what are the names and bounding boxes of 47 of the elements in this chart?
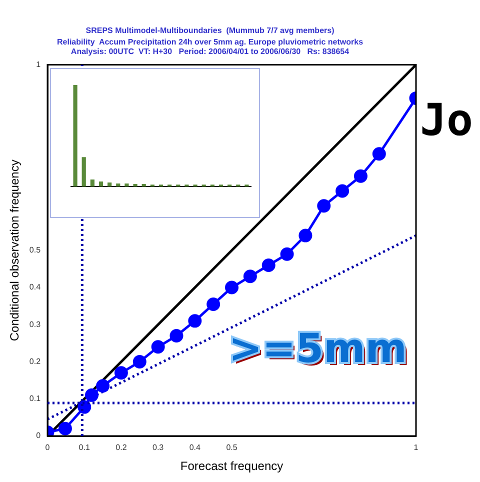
x-tick-label: 0.5 — [226, 443, 238, 452]
text: Jo — [420, 94, 473, 146]
y-tick-label: 0.3 — [29, 320, 42, 329]
bar — [98, 181, 103, 186]
point — [317, 199, 331, 213]
bar — [124, 183, 128, 186]
point — [96, 379, 110, 393]
point — [206, 297, 220, 311]
point — [151, 340, 165, 354]
point — [354, 169, 368, 183]
x-tick-label: 0.4 — [189, 443, 202, 452]
y-axis-title: Conditional observation frequency — [8, 160, 22, 342]
point — [280, 247, 294, 261]
point — [243, 270, 257, 284]
point — [262, 258, 276, 272]
chart-subtitle: Reliability Accum Precipitation 24h over 5mm ag. Europe pluviometric networks Analysis: 00UTC VT: H+30 Period: 2006/04/01 to 2006/06/30 Rs: 838654 — [56, 38, 364, 56]
annotation: >=5mm — [232, 328, 410, 375]
x-tick-label: 0.1 — [78, 443, 90, 452]
x-tick-label: 0 — [45, 443, 50, 452]
x-axis-title: Forecast frequency — [180, 459, 284, 474]
bar — [81, 156, 86, 186]
point — [132, 355, 146, 369]
bar — [132, 184, 137, 186]
point — [114, 366, 128, 380]
y-tick-label: 0.5 — [29, 246, 42, 255]
y-tick-label: 0.4 — [29, 282, 42, 292]
point — [84, 388, 98, 402]
point — [225, 280, 239, 294]
point — [298, 228, 312, 242]
bar — [72, 84, 77, 186]
y-tick-label: 0 — [36, 431, 42, 440]
bar — [90, 179, 94, 186]
point — [58, 422, 72, 436]
point — [372, 147, 386, 161]
chart-title: SREPS Multimodel-Multiboundaries (Mummub 7/7 avg members) — [86, 26, 335, 36]
bar — [141, 184, 146, 186]
point — [336, 184, 350, 198]
bar — [116, 183, 120, 186]
x-tick-label: 0.2 — [116, 443, 128, 452]
x-tick-label: 1 — [414, 443, 419, 452]
y-tick-label: 0.2 — [29, 356, 42, 366]
y-tick-label: 0.1 — [29, 394, 42, 404]
point — [170, 329, 184, 343]
bar — [107, 182, 112, 186]
y-tick-label: 1 — [36, 60, 42, 70]
x-tick-label: 0.3 — [152, 443, 164, 452]
point — [188, 314, 202, 328]
